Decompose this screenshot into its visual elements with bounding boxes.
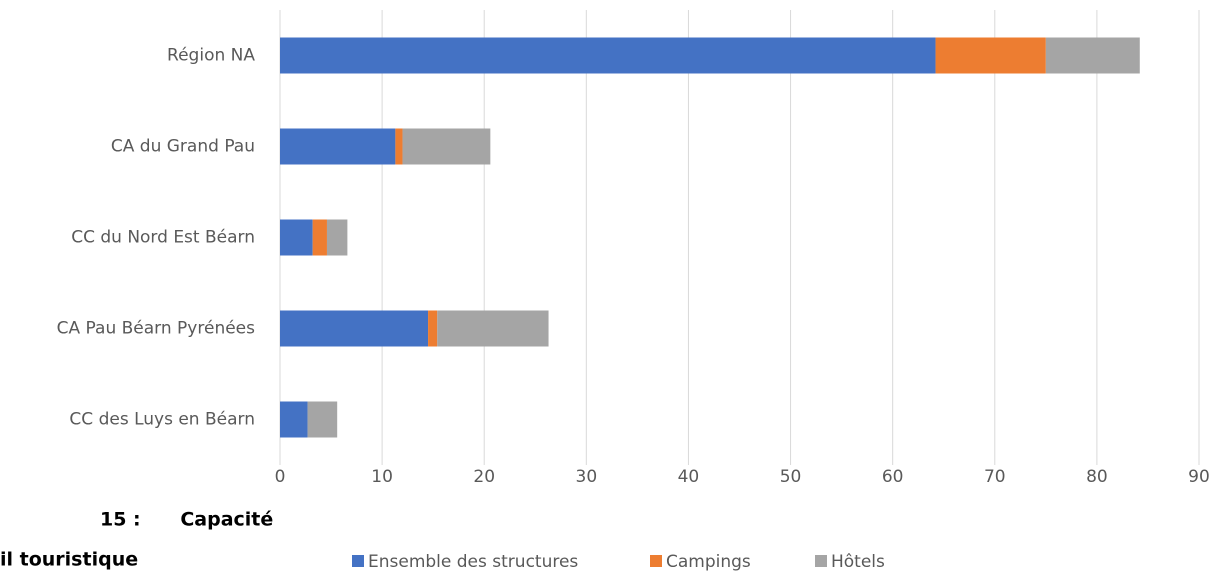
legend-label: Ensemble des structures (368, 552, 578, 572)
y-tick-label: CA du Grand Pau (111, 137, 255, 157)
y-tick-label: Région NA (167, 46, 255, 66)
bar-segment (428, 310, 438, 347)
legend-swatch (650, 555, 662, 567)
legend-label: Campings (666, 552, 751, 572)
caption: il touristique (0, 549, 138, 571)
bar-segment (402, 128, 491, 165)
legend-swatch (352, 555, 364, 567)
x-tick-label: 20 (473, 467, 495, 487)
x-tick-label: 10 (371, 467, 393, 487)
bar-segment (280, 219, 313, 256)
x-tick-label: 70 (984, 467, 1006, 487)
x-tick-label: 80 (1086, 467, 1108, 487)
bar-segment (280, 310, 429, 347)
bar-segment (1045, 37, 1140, 74)
x-tick-label: 50 (780, 467, 802, 487)
y-tick-label: CA Pau Béarn Pyrénées (57, 319, 255, 339)
legend-label: Hôtels (831, 552, 885, 572)
caption: 15 : Capacité (100, 509, 273, 531)
x-tick-label: 30 (576, 467, 598, 487)
bar-segment (395, 128, 403, 165)
y-tick-label: CC du Nord Est Béarn (71, 228, 255, 248)
x-tick-label: 60 (882, 467, 904, 487)
bar-segment (935, 37, 1046, 74)
bar-segment (307, 401, 338, 438)
bar-segment (280, 37, 936, 74)
y-tick-label: CC des Luys en Béarn (69, 410, 255, 430)
x-tick-label: 0 (275, 467, 286, 487)
bar-segment (312, 219, 327, 256)
bar-segment (280, 401, 308, 438)
bar-segment (437, 310, 549, 347)
bar-segment (326, 219, 348, 256)
x-tick-label: 40 (678, 467, 700, 487)
x-tick-label: 90 (1188, 467, 1210, 487)
legend-swatch (815, 555, 827, 567)
bar-segment (280, 128, 396, 165)
